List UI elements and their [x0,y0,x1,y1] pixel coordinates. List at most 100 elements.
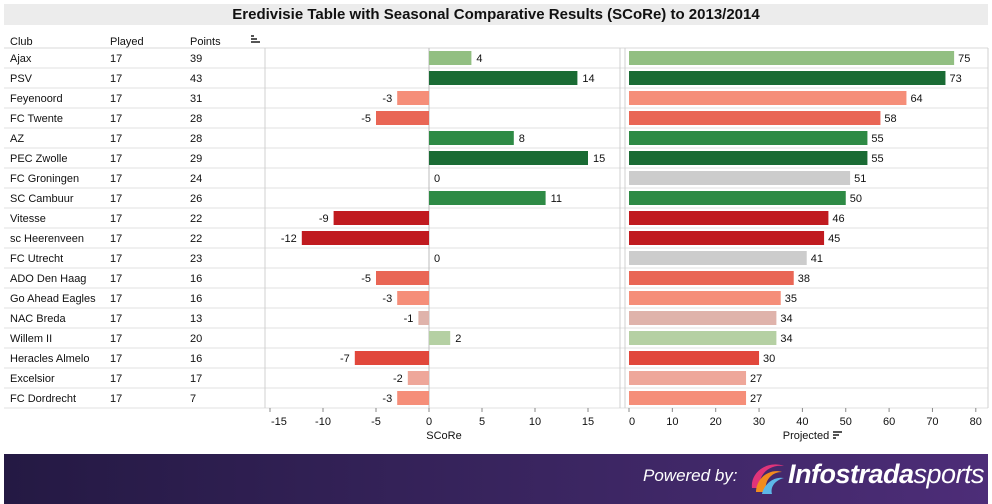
score-label: -3 [382,93,392,105]
footer-banner [4,454,988,504]
club-name: FC Twente [10,113,63,125]
points-value: 7 [190,393,196,405]
brand-bold: Infostrada [788,459,914,489]
score-label: -1 [404,313,414,325]
projected-bar [629,191,846,205]
club-name: Excelsior [10,373,55,385]
club-name: ADO Den Haag [10,273,86,285]
score-bar [301,231,429,245]
played-value: 17 [110,113,122,125]
score-tick-label: 15 [582,416,594,428]
points-value: 16 [190,353,202,365]
projected-label: 35 [785,293,797,305]
score-label: -2 [393,373,403,385]
score-bar [429,131,514,145]
points-value: 28 [190,113,202,125]
score-label: -3 [382,393,392,405]
score-tick-label: 0 [426,416,432,428]
header-points[interactable]: Points [190,36,221,48]
score-bar [429,191,546,205]
score-label: -7 [340,353,350,365]
played-value: 17 [110,193,122,205]
points-value: 26 [190,193,202,205]
played-value: 17 [110,153,122,165]
score-label: -5 [361,273,371,285]
projected-tick-label: 30 [753,416,765,428]
score-bar [429,151,588,165]
score-label: 11 [551,193,562,205]
played-value: 17 [110,333,122,345]
points-value: 22 [190,213,202,225]
projected-label: 73 [949,73,961,85]
played-value: 17 [110,53,122,65]
score-tick-label: -5 [371,416,381,428]
score-bar [429,331,451,345]
projected-bar [629,371,747,385]
projected-tick-label: 80 [970,416,982,428]
projected-label: 75 [958,53,970,65]
club-name: PEC Zwolle [10,153,67,165]
played-value: 17 [110,173,122,185]
projected-bar [629,71,946,85]
projected-label: 38 [798,273,810,285]
club-name: SC Cambuur [10,193,74,205]
projected-bar [629,151,868,165]
projected-bar [629,51,955,65]
header-played[interactable]: Played [110,36,144,48]
score-bar [418,311,429,325]
brand-light: sports [913,459,985,489]
projected-label: 34 [780,333,792,345]
played-value: 17 [110,393,122,405]
score-label: 0 [434,173,440,185]
club-name: Heracles Almelo [10,353,89,365]
projected-bar [629,311,777,325]
score-bar [376,271,429,285]
score-label: 14 [582,73,594,85]
powered-by-label: Powered by: [643,466,738,485]
projected-bar [629,271,794,285]
club-name: AZ [10,133,24,145]
club-name: FC Groningen [10,173,79,185]
projected-bar [629,211,829,225]
points-value: 20 [190,333,202,345]
club-name: FC Dordrecht [10,393,76,405]
projected-tick-label: 50 [840,416,852,428]
played-value: 17 [110,293,122,305]
projected-label: 55 [871,133,883,145]
projected-label: 46 [832,213,844,225]
score-bar [407,371,429,385]
club-name: Go Ahead Eagles [10,293,96,305]
projected-axis-title: Projected [783,430,829,442]
points-value: 24 [190,173,202,185]
score-axis-title: SCoRe [426,430,461,442]
projected-label: 27 [750,393,762,405]
points-value: 29 [190,153,202,165]
score-tick-label: -15 [271,416,287,428]
projected-sort-icon[interactable] [833,431,842,440]
score-label: 4 [476,53,482,65]
table-layer: Ajax 17 39 PSV 17 43 Feyenoord 17 31 FC Twente 17 2… [10,53,202,405]
projected-label: 27 [750,373,762,385]
projected-label: 30 [763,353,775,365]
score-bar [376,111,429,125]
points-value: 16 [190,273,202,285]
points-value: 28 [190,133,202,145]
header-club[interactable]: Club [10,36,33,48]
played-value: 17 [110,313,122,325]
score-tick-label: 10 [529,416,541,428]
club-name: FC Utrecht [10,253,63,265]
score-label: 15 [593,153,605,165]
projected-label: 51 [854,173,866,185]
axes: -15 -10 -5 0 5 10 15 0 10 20 30 40 50 60 70 80 SCoRe Proj… [269,408,982,442]
played-value: 17 [110,213,122,225]
club-name: sc Heerenveen [10,233,84,245]
scores-chart: Ajax 17 39 PSV 17 43 Feyenoord 17 31 FC Twente 17 2… [4,47,989,442]
points-value: 39 [190,53,202,65]
score-label: 0 [434,253,440,265]
sort-bars-icon[interactable] [251,35,260,44]
projected-label: 58 [884,113,896,125]
points-value: 16 [190,293,202,305]
score-tick-label: 5 [479,416,485,428]
score-label: 8 [519,133,525,145]
